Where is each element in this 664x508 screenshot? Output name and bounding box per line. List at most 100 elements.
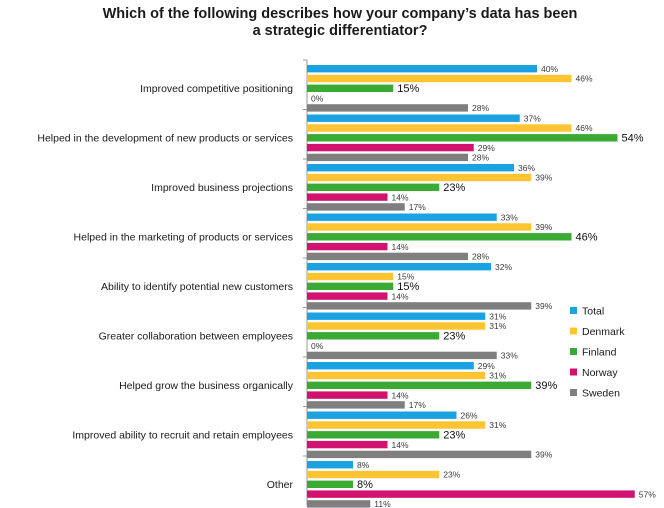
data-label: 31% (489, 311, 506, 321)
bar-sweden (307, 450, 532, 459)
data-label: 26% (461, 410, 478, 420)
data-label: 28% (472, 252, 489, 262)
data-label: 14% (392, 192, 409, 202)
bar-norway (307, 490, 635, 498)
data-label: 8% (357, 479, 373, 491)
legend-label-total: Total (582, 306, 604, 318)
data-label: 8% (357, 460, 370, 470)
data-label: 39% (535, 450, 552, 460)
legend-swatch-sweden (570, 389, 577, 396)
category-label: Greater collaboration between employees (99, 330, 293, 342)
data-label: 31% (489, 321, 506, 331)
bar-sweden (307, 401, 405, 409)
category-label: Helped in the marketing of products or s… (74, 231, 293, 243)
data-label: 31% (489, 371, 506, 381)
bar-sweden (307, 104, 468, 112)
bar-total (307, 213, 497, 221)
data-label: 15% (397, 83, 419, 95)
bar-finland (307, 332, 440, 340)
bar-total (307, 312, 486, 320)
legend-swatch-total (570, 307, 577, 314)
legend-label-denmark: Denmark (582, 326, 625, 338)
chart-title-line-2: a strategic differentiator? (252, 23, 428, 39)
bar-total (307, 114, 520, 122)
data-label: 39% (535, 380, 557, 392)
data-label: 36% (518, 163, 535, 173)
bar-finland (307, 233, 572, 241)
data-label: 14% (392, 291, 409, 301)
data-label: 14% (392, 390, 409, 400)
bar-sweden (307, 252, 468, 261)
data-label: 29% (478, 143, 495, 153)
bar-norway (307, 440, 388, 449)
bar-finland (307, 431, 440, 439)
bar-norway (307, 391, 388, 399)
data-label: 0% (311, 341, 324, 351)
bar-norway (307, 193, 388, 201)
bar-finland (307, 84, 394, 92)
category-label: Ability to identify potential new custom… (101, 281, 293, 293)
legend-swatch-denmark (570, 327, 577, 335)
bar-sweden (307, 302, 532, 310)
bar-denmark (307, 223, 532, 231)
data-label: 23% (443, 430, 465, 442)
legend-label-norway: Norway (582, 367, 618, 379)
data-label: 15% (397, 272, 414, 282)
bar-denmark (307, 74, 572, 83)
legend-swatch-norway (570, 368, 577, 376)
category-label: Other (267, 479, 294, 491)
bar-sweden (307, 203, 405, 211)
data-label: 40% (541, 64, 558, 74)
chart-title-line-1: Which of the following describes how you… (102, 6, 578, 22)
data-label: 17% (409, 202, 426, 212)
bar-denmark (307, 421, 486, 429)
bar-total (307, 411, 457, 419)
bar-sweden (307, 153, 468, 162)
bar-total (307, 65, 537, 73)
data-label: 28% (472, 153, 489, 163)
data-label: 14% (392, 242, 409, 252)
bar-total (307, 164, 514, 172)
bar-denmark (307, 124, 572, 132)
category-label: Improved ability to recruit and retain e… (72, 429, 293, 441)
data-label: 23% (443, 331, 465, 343)
category-label: Improved competitive positioning (140, 83, 293, 95)
bar-total (307, 263, 491, 271)
data-label: 46% (576, 74, 593, 84)
bar-total (307, 362, 474, 370)
data-label: 39% (535, 222, 552, 232)
bar-norway (307, 292, 388, 300)
data-label: 15% (397, 281, 419, 293)
data-label: 33% (501, 212, 518, 222)
legend-label-sweden: Sweden (582, 388, 620, 400)
data-label: 31% (489, 420, 506, 430)
data-label: 28% (472, 103, 489, 113)
data-label: 54% (622, 133, 644, 145)
data-label: 46% (576, 232, 598, 244)
data-label: 17% (409, 400, 426, 410)
data-label: 11% (374, 499, 391, 508)
bar-sweden (307, 351, 497, 360)
bar-denmark (307, 173, 532, 182)
bar-denmark (307, 470, 440, 479)
data-label: 0% (311, 93, 324, 103)
bar-finland (307, 381, 532, 389)
bar-sweden (307, 500, 371, 508)
category-label: Improved business projections (151, 182, 293, 194)
data-label: 23% (443, 182, 465, 194)
bar-denmark (307, 322, 486, 330)
data-label: 39% (535, 301, 552, 311)
bar-norway (307, 143, 474, 152)
bar-finland (307, 134, 618, 142)
data-label: 57% (639, 489, 656, 499)
legend-swatch-finland (570, 348, 577, 355)
data-label: 32% (495, 262, 512, 272)
data-label: 14% (392, 440, 409, 450)
data-label: 46% (576, 123, 593, 133)
data-label: 33% (501, 351, 518, 361)
bar-finland (307, 183, 440, 191)
data-label: 39% (535, 173, 552, 183)
legend-label-finland: Finland (582, 347, 617, 359)
bar-finland (307, 480, 353, 488)
